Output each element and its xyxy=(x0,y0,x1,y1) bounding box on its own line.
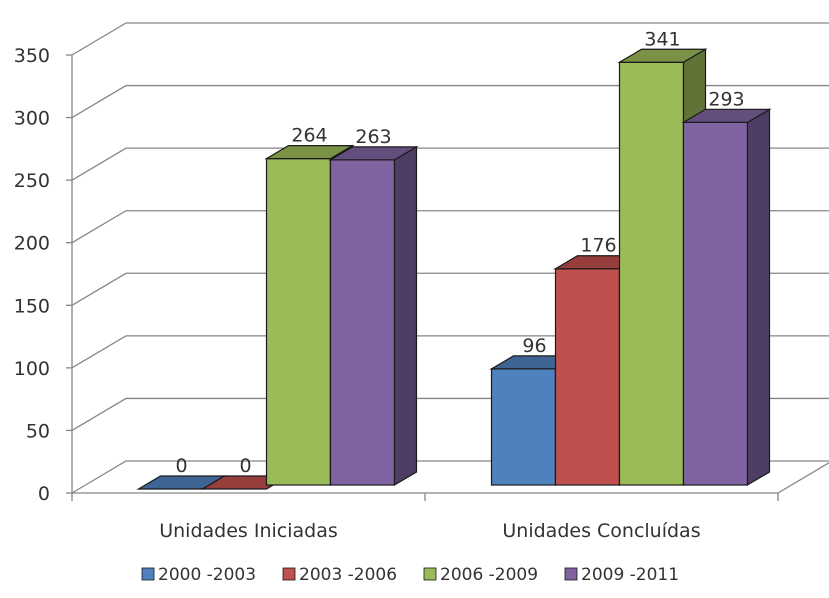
bar-side xyxy=(746,108,771,487)
bar-top xyxy=(264,145,355,160)
legend-swatch xyxy=(423,567,437,581)
y-tick-label: 150 xyxy=(14,295,50,317)
data-label: 341 xyxy=(644,28,680,50)
data-label: 96 xyxy=(522,335,546,357)
y-tick-label: 200 xyxy=(14,233,50,255)
legend-swatch xyxy=(141,567,155,581)
data-label: 293 xyxy=(708,88,744,110)
y-tick-label: 350 xyxy=(14,45,50,67)
legend-item: 2009 -2011 xyxy=(564,565,679,585)
y-tick-label: 250 xyxy=(14,170,50,192)
bar: 293 xyxy=(681,88,772,487)
legend-item: 2003 -2006 xyxy=(282,565,397,585)
legend-label: 2003 -2006 xyxy=(299,565,397,585)
y-axis-ticks: 0 50 100 150 200 250 300 350 xyxy=(14,45,72,505)
bar-front xyxy=(682,121,749,486)
bar-front xyxy=(554,268,621,486)
gridline xyxy=(71,210,829,244)
gridline xyxy=(71,22,829,56)
legend-label: 2009 -2011 xyxy=(581,565,679,585)
data-label: 263 xyxy=(355,126,391,148)
legend-swatch xyxy=(282,567,296,581)
bars: 0 0 264 263 96 176 341 293 xyxy=(136,28,772,490)
data-label: 0 xyxy=(239,455,251,477)
bar-front xyxy=(329,159,396,486)
legend-label: 2000 -2003 xyxy=(158,565,256,585)
bar-top xyxy=(328,146,419,161)
x-tick-label: Unidades Iniciadas xyxy=(159,520,338,542)
chart-walls xyxy=(69,55,829,494)
y-tick-label: 50 xyxy=(26,420,50,442)
gridline xyxy=(71,84,829,119)
bar-side xyxy=(393,145,418,487)
legend-item: 2000 -2003 xyxy=(141,565,256,585)
bar: 263 xyxy=(328,126,419,487)
data-label: 264 xyxy=(291,125,327,147)
legend-item: 2006 -2009 xyxy=(423,565,538,585)
y-tick-label: 100 xyxy=(14,358,50,380)
gridline xyxy=(71,147,829,181)
legend-label: 2006 -2009 xyxy=(440,565,538,585)
legend-swatch xyxy=(564,567,578,581)
data-label: 176 xyxy=(580,235,616,257)
y-tick-label: 300 xyxy=(14,108,50,130)
data-label: 0 xyxy=(175,455,187,477)
bar-front xyxy=(490,368,557,486)
floor xyxy=(69,460,829,494)
x-tick-label: Unidades Concluídas xyxy=(502,520,700,542)
legend: 2000 -2003 2003 -2006 2006 -2009 2009 -2011 xyxy=(141,565,679,585)
bar-top xyxy=(617,48,708,63)
x-axis: Unidades Iniciadas Unidades Concluídas xyxy=(71,493,779,542)
bar-front xyxy=(265,158,332,486)
bar-top xyxy=(681,108,772,123)
bar-front xyxy=(618,61,685,486)
y-tick-label: 0 xyxy=(38,483,50,505)
